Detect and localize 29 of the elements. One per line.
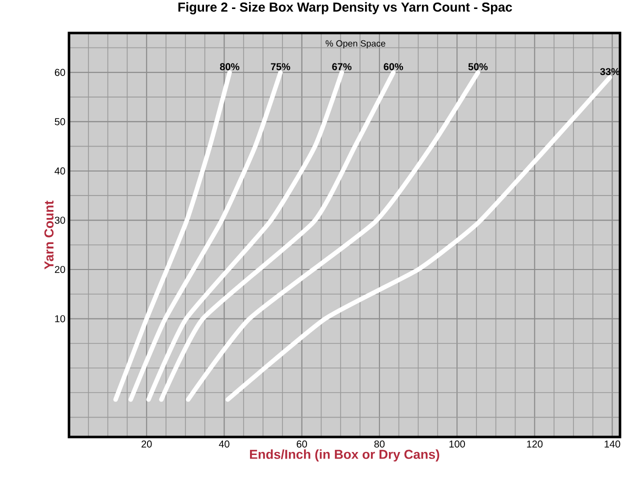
- y-tick-label: 30: [54, 216, 66, 224]
- line-series: [159, 70, 396, 402]
- x-tick-label: 60: [296, 440, 307, 448]
- y-tick-label: 60: [54, 68, 66, 76]
- series-label: 33%: [600, 68, 620, 76]
- series-label: 75%: [270, 63, 290, 70]
- y-tick-label: 10: [55, 315, 66, 322]
- x-tick-label: 40: [218, 440, 230, 448]
- series-label: 67%: [332, 63, 352, 70]
- x-tick-label: 100: [449, 440, 465, 448]
- x-tick-label: 120: [527, 440, 543, 448]
- x-tick-label: 80: [374, 440, 385, 448]
- y-axis-title: Yarn Count: [44, 200, 54, 270]
- y-tick-label: 40: [54, 167, 66, 174]
- line-series: [128, 70, 283, 402]
- y-tick-label: 20: [54, 266, 66, 274]
- line-series: [225, 75, 612, 402]
- legend-title: % Open Space: [326, 40, 386, 48]
- line-series: [146, 70, 344, 402]
- y-tick-label: 50: [54, 118, 66, 126]
- line-series: [113, 70, 232, 402]
- series-label: 60%: [384, 63, 404, 70]
- x-tick-label: 20: [142, 440, 152, 448]
- line-series: [186, 70, 480, 402]
- series-label: 50%: [468, 63, 488, 70]
- x-axis-title: Ends/Inch (in Box or Dry Cans): [250, 449, 440, 462]
- chart-title: Figure 2 - Size Box Warp Density vs Yarn Count - Spac: [178, 2, 512, 14]
- x-tick-label: 140: [604, 440, 620, 448]
- series-label: 80%: [220, 63, 240, 70]
